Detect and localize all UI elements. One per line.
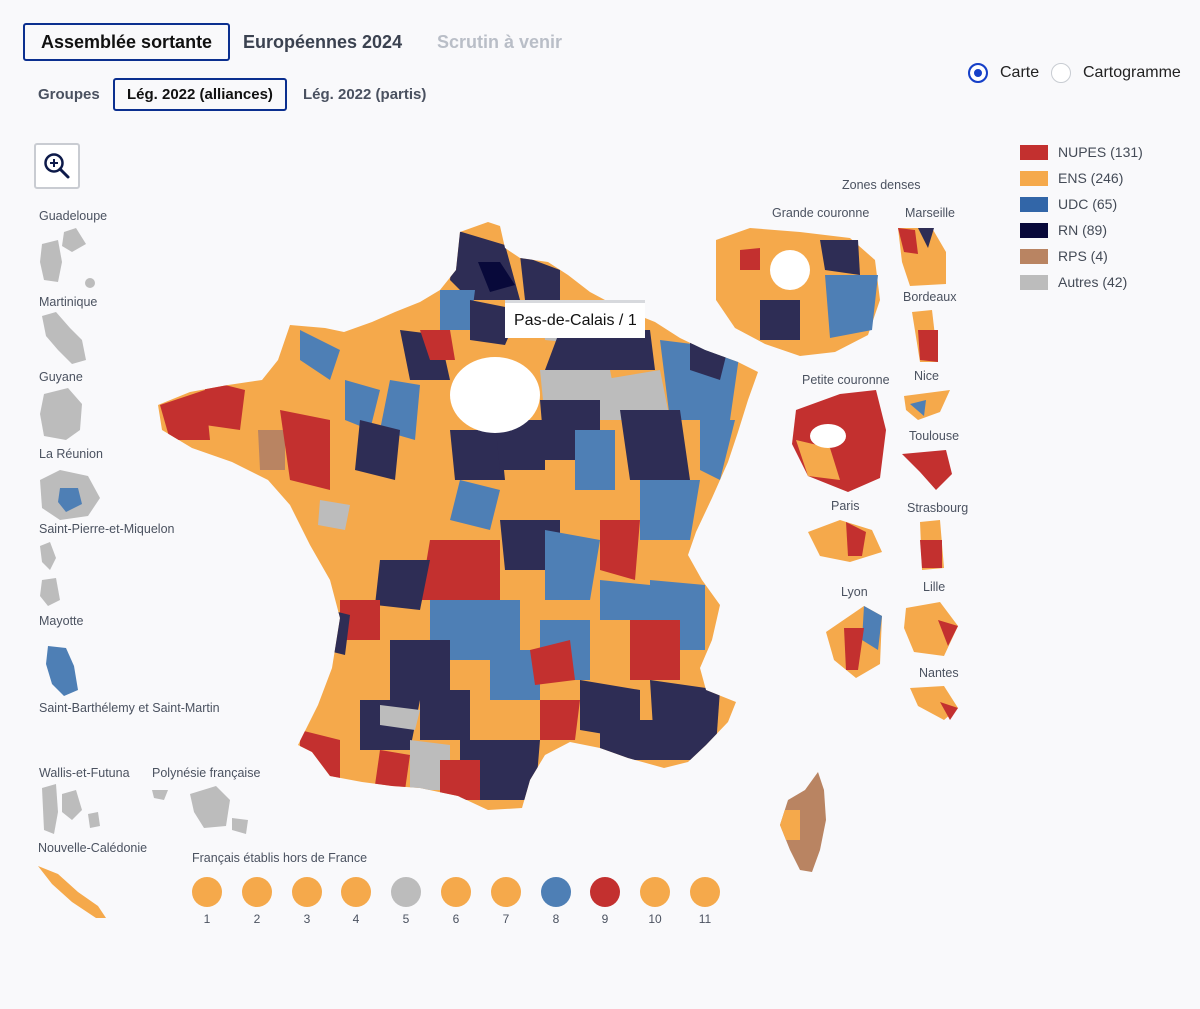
radio-carte[interactable]: Carte bbox=[968, 63, 1039, 83]
label-marseille: Marseille bbox=[905, 206, 956, 220]
abroad-number-3: 3 bbox=[303, 912, 311, 926]
abroad-circle-1[interactable] bbox=[192, 877, 222, 907]
corse-map[interactable] bbox=[775, 770, 835, 880]
label-nice: Nice bbox=[914, 369, 940, 383]
label-lyon: Lyon bbox=[841, 585, 868, 599]
abroad-number-4: 4 bbox=[352, 912, 360, 926]
radio-cartogramme[interactable]: Cartogramme bbox=[1051, 63, 1181, 83]
label-guadeloupe: Guadeloupe bbox=[39, 209, 108, 223]
legend-item-autres: Autres (42) bbox=[1020, 269, 1143, 295]
label-petite-couronne: Petite couronne bbox=[802, 373, 890, 387]
legend-item-ens: ENS (246) bbox=[1020, 165, 1143, 191]
legend-label: NUPES (131) bbox=[1058, 144, 1143, 160]
label-nantes: Nantes bbox=[919, 666, 959, 680]
abroad-number-2: 2 bbox=[253, 912, 261, 926]
label-caledonie: Nouvelle-Calédonie bbox=[38, 841, 148, 855]
legend-swatch bbox=[1020, 248, 1048, 264]
overseas-shapes[interactable] bbox=[40, 228, 248, 834]
legend-swatch bbox=[1020, 144, 1048, 160]
abroad-circle-9[interactable] bbox=[590, 877, 620, 907]
abroad-circle-3[interactable] bbox=[292, 877, 322, 907]
legend-label: Autres (42) bbox=[1058, 274, 1128, 290]
zoom-in-button[interactable] bbox=[34, 143, 80, 189]
label-francais-etranger: Français établis hors de France bbox=[192, 851, 368, 865]
label-paris: Paris bbox=[831, 499, 860, 513]
tab-assemblee-sortante[interactable]: Assemblée sortante bbox=[23, 23, 231, 61]
tooltip-circonscription: Pas-de-Calais / 1 bbox=[505, 300, 645, 338]
radio-selected-icon[interactable] bbox=[968, 63, 988, 83]
abroad-circle-6[interactable] bbox=[441, 877, 471, 907]
label-bordeaux: Bordeaux bbox=[903, 290, 957, 304]
abroad-number-10: 10 bbox=[648, 912, 662, 926]
abroad-number-6: 6 bbox=[452, 912, 460, 926]
abroad-number-8: 8 bbox=[552, 912, 560, 926]
legend-label: RPS (4) bbox=[1058, 248, 1108, 264]
label-sbsm: Saint-Barthélemy et Saint-Martin bbox=[39, 701, 220, 715]
label-reunion: La Réunion bbox=[39, 447, 103, 461]
abroad-circle-4[interactable] bbox=[341, 877, 371, 907]
legend-label: UDC (65) bbox=[1058, 196, 1118, 212]
subtab-leg-2022-alliances[interactable]: Lég. 2022 (alliances) bbox=[113, 78, 287, 111]
legend-swatch bbox=[1020, 222, 1048, 238]
abroad-number-1: 1 bbox=[203, 912, 211, 926]
legend-item-rn: RN (89) bbox=[1020, 217, 1143, 243]
legend-swatch bbox=[1020, 274, 1048, 290]
legend: NUPES (131) ENS (246) UDC (65) RN (89) R… bbox=[1020, 139, 1143, 295]
label-mayotte: Mayotte bbox=[39, 614, 84, 628]
radio-unselected-icon[interactable] bbox=[1051, 63, 1071, 83]
subtab-groupes[interactable]: Groupes bbox=[38, 86, 100, 103]
radio-cartogramme-label: Cartogramme bbox=[1083, 64, 1181, 81]
label-martinique: Martinique bbox=[39, 295, 98, 309]
legend-swatch bbox=[1020, 196, 1048, 212]
reunion-shape[interactable] bbox=[58, 488, 82, 512]
ile-de-france-hole bbox=[450, 357, 540, 433]
abroad-circle-5[interactable] bbox=[391, 877, 421, 907]
abroad-number-9: 9 bbox=[601, 912, 609, 926]
subtab-leg-2022-partis[interactable]: Lég. 2022 (partis) bbox=[303, 86, 427, 103]
abroad-number-11: 11 bbox=[698, 912, 712, 926]
label-guyane: Guyane bbox=[39, 370, 83, 384]
legend-label: RN (89) bbox=[1058, 222, 1108, 238]
abroad-number-5: 5 bbox=[402, 912, 410, 926]
radio-carte-label: Carte bbox=[1000, 64, 1040, 81]
legend-item-rps: RPS (4) bbox=[1020, 243, 1143, 269]
caledonie-shape[interactable] bbox=[38, 866, 106, 918]
label-grande-couronne: Grande couronne bbox=[772, 206, 870, 220]
abroad-number-7: 7 bbox=[502, 912, 510, 926]
legend-item-nupes: NUPES (131) bbox=[1020, 139, 1143, 165]
label-toulouse: Toulouse bbox=[909, 429, 960, 443]
legend-label: ENS (246) bbox=[1058, 170, 1124, 186]
abroad-circle-7[interactable] bbox=[491, 877, 521, 907]
label-wallis: Wallis-et-Futuna bbox=[39, 766, 130, 780]
label-spm: Saint-Pierre-et-Miquelon bbox=[39, 522, 175, 536]
mainland-map[interactable] bbox=[150, 215, 770, 815]
label-lille: Lille bbox=[923, 580, 946, 594]
label-zones-denses: Zones denses bbox=[842, 178, 921, 192]
abroad-circle-11[interactable] bbox=[690, 877, 720, 907]
tab-scrutin-a-venir: Scrutin à venir bbox=[437, 31, 563, 52]
dense-zones-shapes[interactable] bbox=[716, 228, 958, 720]
abroad-circle-10[interactable] bbox=[640, 877, 670, 907]
label-polynesie: Polynésie française bbox=[152, 766, 261, 780]
abroad-circle-2[interactable] bbox=[242, 877, 272, 907]
abroad-circle-8[interactable] bbox=[541, 877, 571, 907]
legend-swatch bbox=[1020, 170, 1048, 186]
mayotte-shape[interactable] bbox=[46, 646, 78, 696]
zoom-in-icon bbox=[44, 153, 70, 179]
label-strasbourg: Strasbourg bbox=[907, 501, 969, 515]
tab-europeennes-2024[interactable]: Européennes 2024 bbox=[243, 31, 403, 52]
legend-item-udc: UDC (65) bbox=[1020, 191, 1143, 217]
